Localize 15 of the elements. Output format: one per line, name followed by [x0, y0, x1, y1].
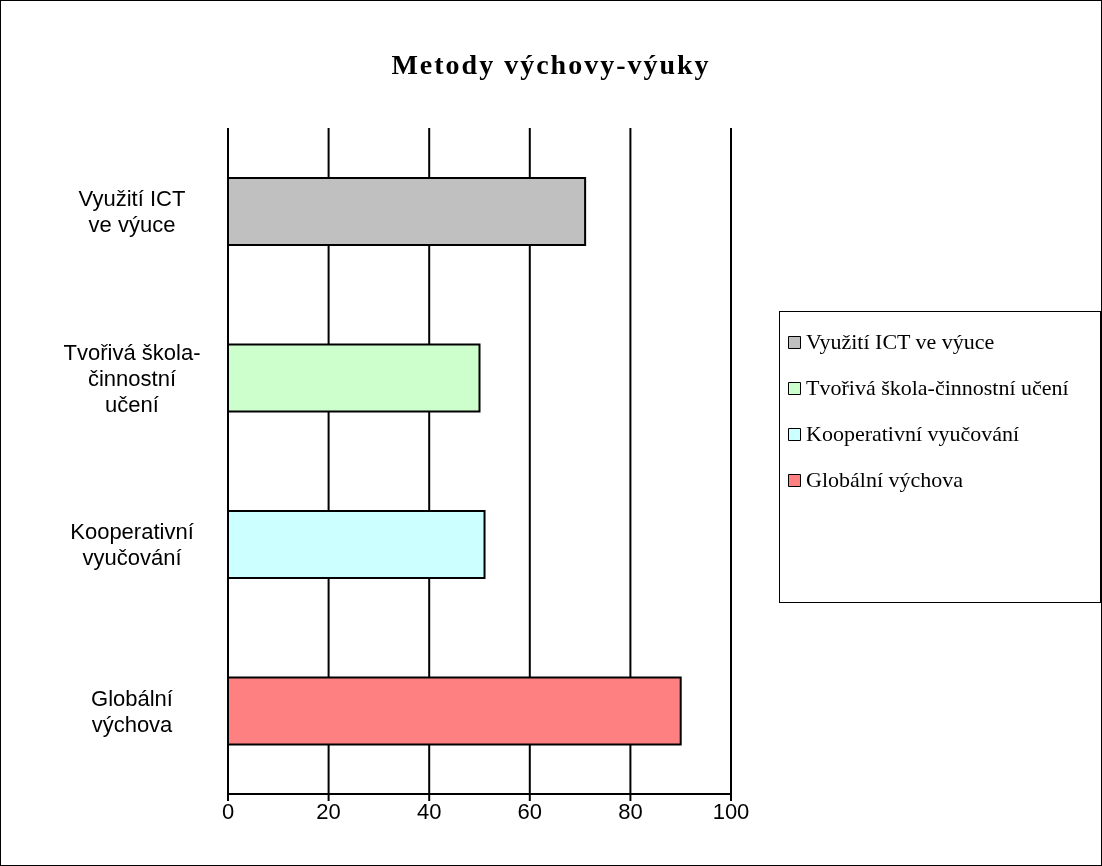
- x-tick-label: 20: [316, 798, 341, 824]
- x-tick-label: 60: [517, 798, 543, 824]
- y-tick-label: Kooperativní vyučování: [70, 518, 194, 570]
- legend-label: Globální výchova: [806, 467, 965, 492]
- x-tick-label: 0: [221, 798, 235, 824]
- x-tick-label: 80: [618, 798, 643, 824]
- chart-title: Metody výchovy-výuky: [390, 49, 712, 81]
- y-tick-label: Využití ICT ve výuce: [78, 185, 186, 237]
- x-tick-label: 40: [416, 798, 442, 824]
- legend-label: Využití ICT ve výuce: [806, 329, 996, 354]
- legend-label: Tvořivá škola-činnostní učení: [806, 375, 1070, 400]
- y-tick-label: Tvořivá škola-činnostní učení: [63, 339, 201, 417]
- legend-label: Kooperativní vyučování: [806, 421, 1021, 446]
- x-tick-label: 100: [712, 798, 750, 824]
- y-tick-label: Globální výchova: [91, 685, 174, 737]
